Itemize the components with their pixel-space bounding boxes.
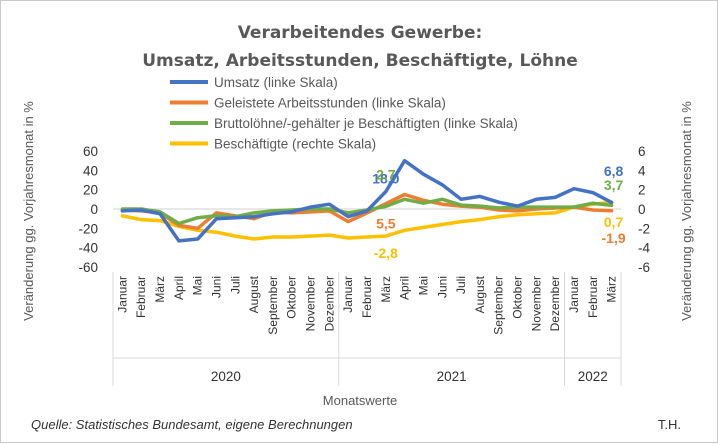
legend-label: Geleistete Arbeitsstunden (linke Skala) xyxy=(214,96,446,111)
x-tick-label: Oktober xyxy=(511,276,525,319)
x-tick-label: September xyxy=(266,276,280,335)
data-label: 5,5 xyxy=(376,216,396,232)
year-label: 2020 xyxy=(211,369,241,384)
x-tick-label: Februar xyxy=(360,276,374,318)
x-tick-label: August xyxy=(473,275,487,313)
y-right-tick-label: 2 xyxy=(638,183,646,198)
source-note: Quelle: Statistisches Bundesamt, eigene … xyxy=(31,417,353,432)
x-tick-label: April xyxy=(172,276,186,300)
x-tick-label: November xyxy=(304,276,318,331)
x-tick-label: Juni xyxy=(435,276,449,298)
x-tick-label: Mai xyxy=(416,276,430,295)
x-tick-label: Mai xyxy=(191,276,205,295)
x-tick-label: Dezember xyxy=(322,276,336,331)
x-tick-label: Juni xyxy=(209,276,223,298)
x-tick-label: Januar xyxy=(567,276,581,313)
author-initials: T.H. xyxy=(658,417,681,432)
y-right-tick-label: 4 xyxy=(638,163,646,178)
x-tick-label: März xyxy=(379,276,393,303)
x-tick-label: August xyxy=(247,275,261,313)
year-label: 2021 xyxy=(437,369,467,384)
y-left-tick-label: -60 xyxy=(78,260,98,275)
x-tick-label: Dezember xyxy=(548,276,562,331)
x-tick-label: September xyxy=(492,276,506,335)
x-tick-label: Februar xyxy=(586,276,600,318)
y-right-tick-label: 6 xyxy=(638,144,646,159)
chart-title: Verarbeitendes Gewerbe: xyxy=(238,23,483,43)
y-left-tick-label: 60 xyxy=(83,144,98,159)
y-left-tick-label: 40 xyxy=(83,163,98,178)
x-tick-label: Januar xyxy=(341,276,355,313)
series-line xyxy=(120,192,614,231)
legend-label: Bruttolöhne/-gehälter je Beschäftigten (… xyxy=(214,116,518,131)
data-label: 3,7 xyxy=(604,177,624,193)
x-tick-label: März xyxy=(605,276,619,303)
year-label: 2022 xyxy=(578,369,608,384)
x-tick-label: November xyxy=(529,276,543,331)
legend: Umsatz (linke Skala) Geleistete Arbeitsst… xyxy=(170,75,518,152)
x-tick-label: Oktober xyxy=(285,276,299,319)
y-right-tick-label: -4 xyxy=(638,241,650,256)
x-tick-label: Juli xyxy=(228,276,242,294)
x-tick-label: April xyxy=(398,276,412,300)
chart-subtitle: Umsatz, Arbeitsstunden, Beschäftigte, Lö… xyxy=(142,51,578,71)
y-right-tick-label: -6 xyxy=(638,260,650,275)
y-left-tick-label: -40 xyxy=(78,241,98,256)
y-right-tick-label: 0 xyxy=(638,202,646,217)
data-label: 0,7 xyxy=(604,214,624,230)
y-axis-right-title: Veränderung gg. Vorjahresmonat in % xyxy=(679,101,694,321)
data-label: 18,0 xyxy=(372,171,399,187)
y-left-tick-label: 20 xyxy=(83,183,98,198)
y-axis-right-title-text: Veränderung gg. Vorjahresmonat in % xyxy=(679,101,694,321)
x-tick-label: Januar xyxy=(115,276,129,313)
y-axis-left-title: Veränderung gg. Vorjahresmonat in % xyxy=(21,101,36,321)
data-label: 6,8 xyxy=(604,163,624,179)
x-tick-label: März xyxy=(153,276,167,303)
y-axis-left-title-text: Veränderung gg. Vorjahresmonat in % xyxy=(21,101,36,321)
y-right-tick-label: -2 xyxy=(638,221,650,236)
x-tick-label: Juli xyxy=(454,276,468,294)
legend-label: Umsatz (linke Skala) xyxy=(214,75,338,90)
data-label: -2,8 xyxy=(374,245,398,261)
x-axis-title: Monatswerte xyxy=(323,393,397,408)
x-tick-label: Februar xyxy=(134,276,148,318)
data-label: 2,7 xyxy=(376,166,396,182)
series-line xyxy=(120,158,614,243)
legend-label: Beschäftigte (rechte Skala) xyxy=(214,137,376,152)
data-label: -1,9 xyxy=(602,230,626,246)
y-left-tick-label: -20 xyxy=(78,221,98,236)
y-left-tick-label: 0 xyxy=(90,202,98,217)
